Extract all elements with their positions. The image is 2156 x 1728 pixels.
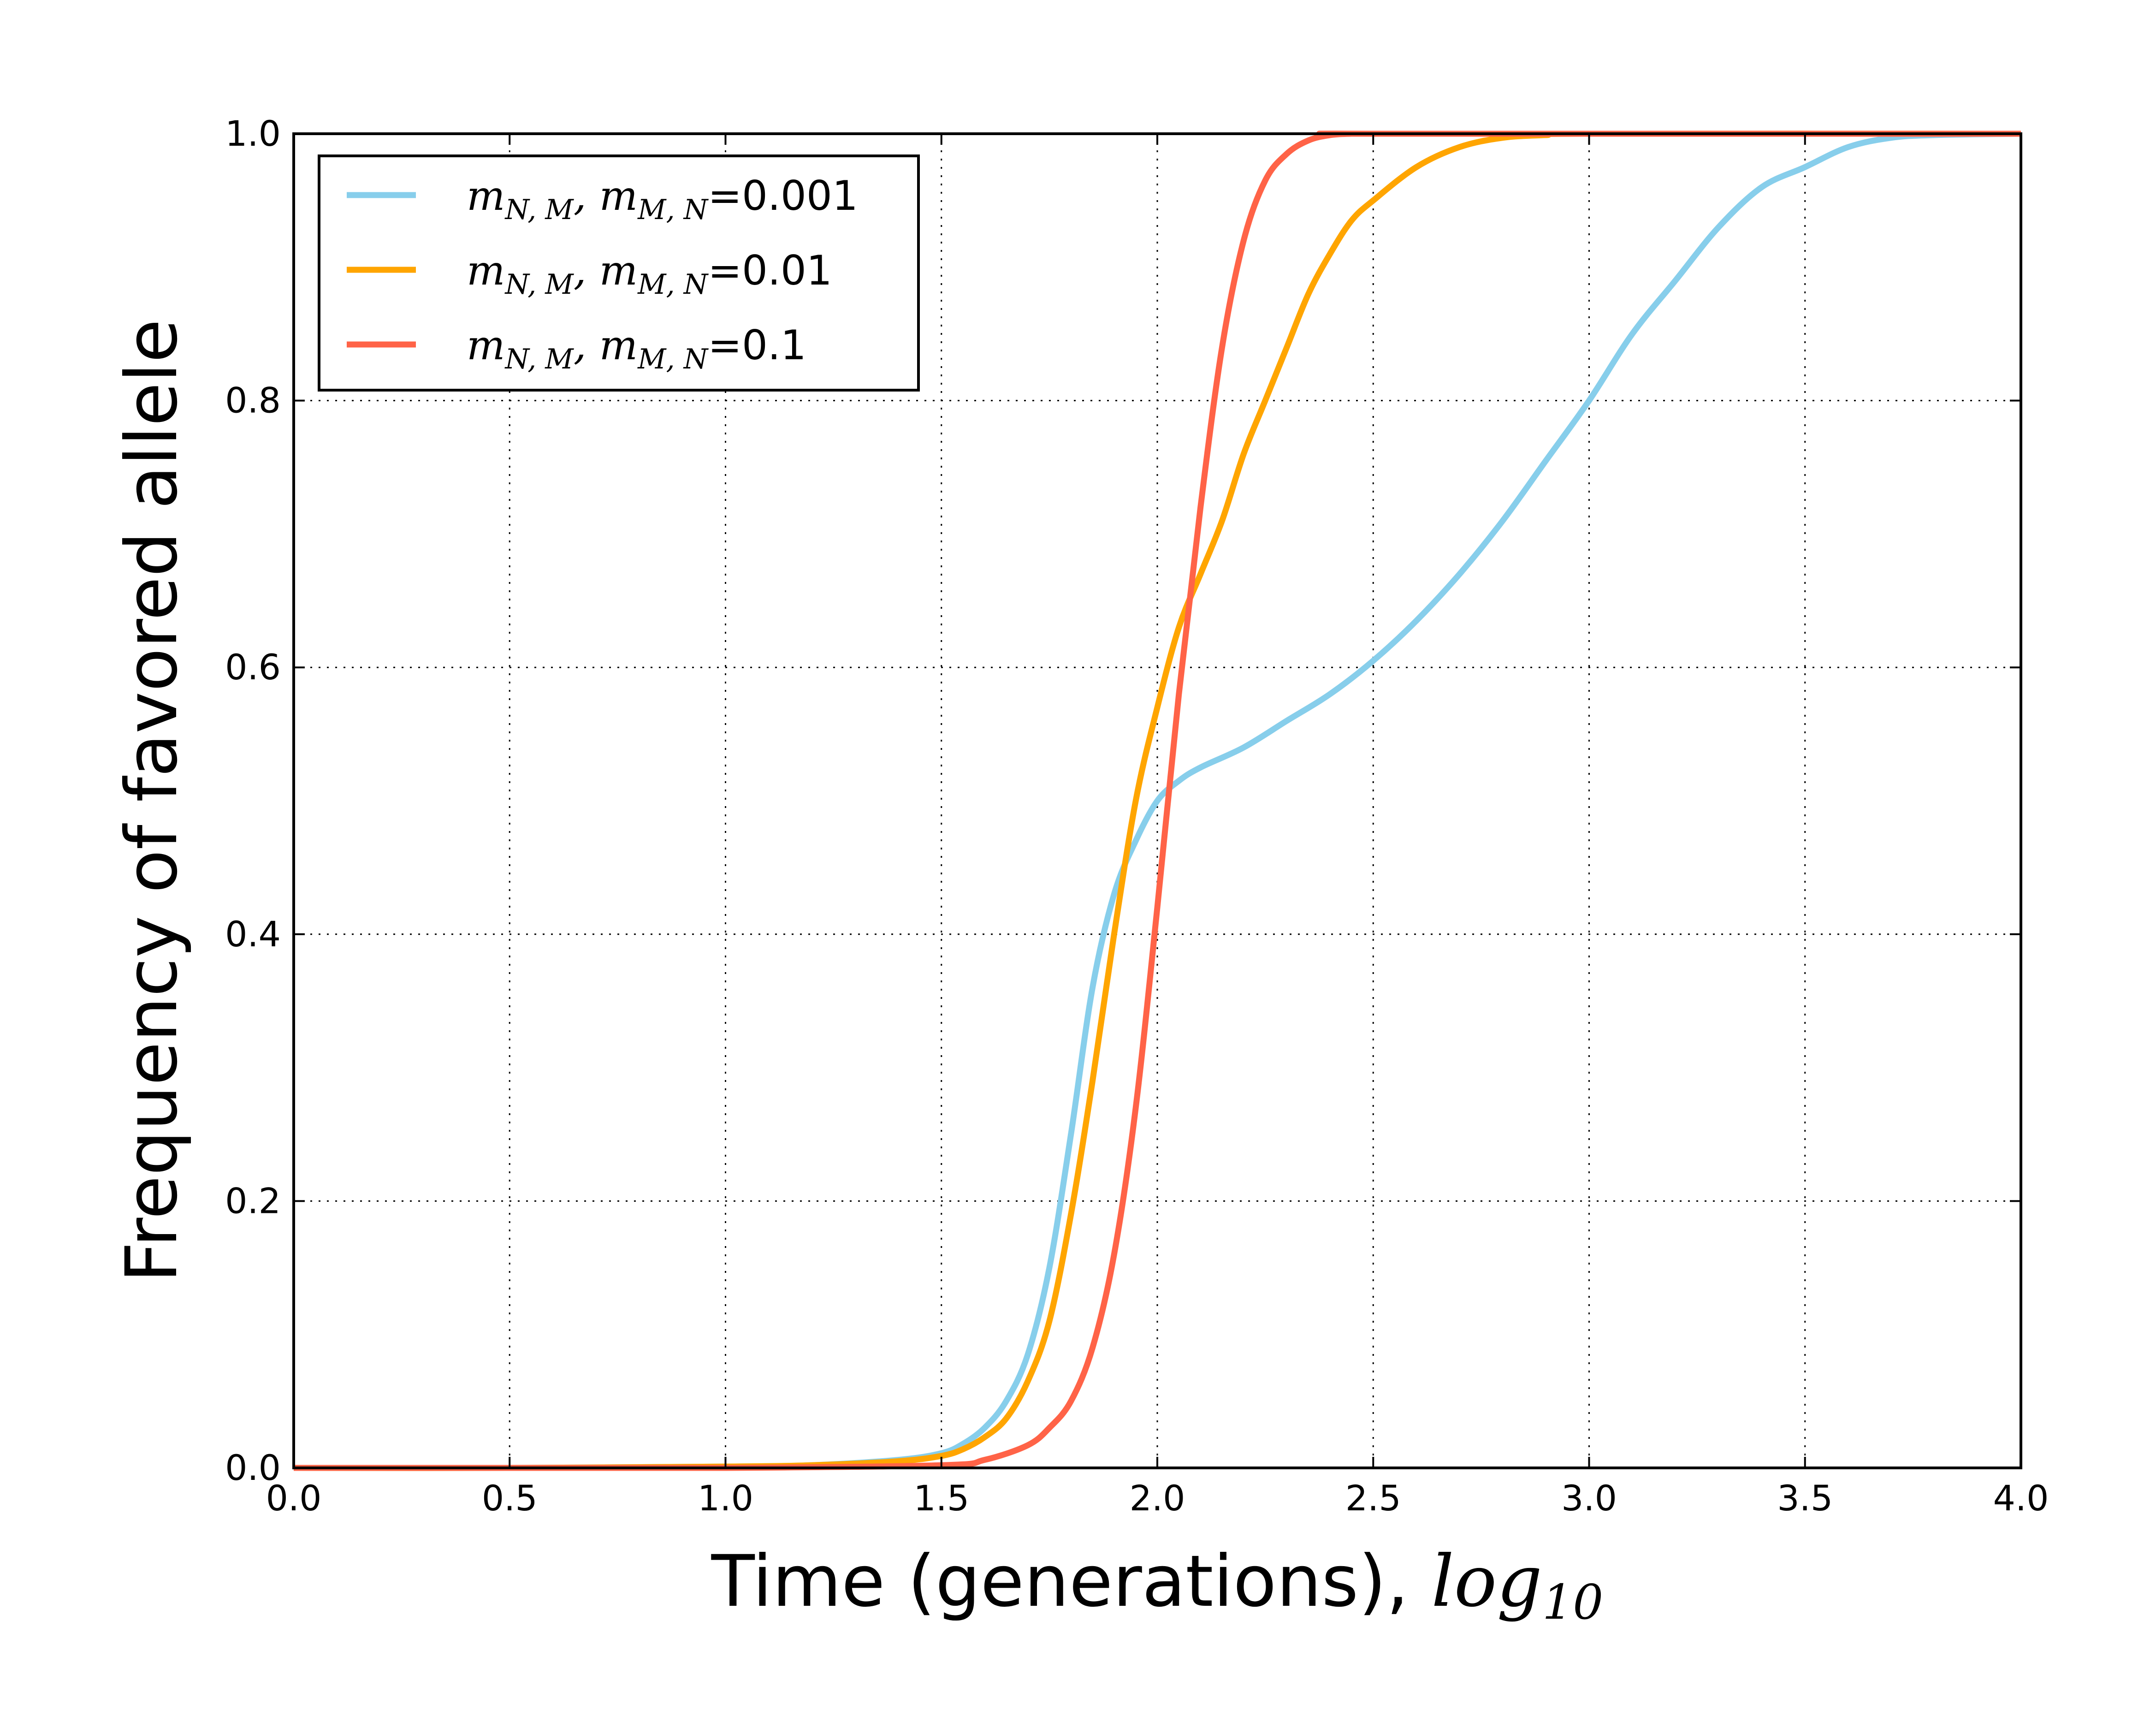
legend-math-subscript: N, M [504,194,574,226]
series-line-2 [293,131,2021,1471]
x-tick-label: 3.0 [1561,1478,1617,1519]
x-axis-title-math-subscript: 10 [1542,1574,1603,1630]
legend-math-equals: = [708,247,742,294]
y-tick-label: 0.2 [225,1180,281,1221]
y-tick-label: 1.0 [225,113,281,154]
x-axis-title-math: log [1431,1540,1542,1623]
legend-math-m: m [599,247,638,294]
legend-math-m: m [599,172,638,220]
legend-math-separator: , [574,172,599,220]
legend-math-subscript: N, M [504,343,574,375]
legend-math-subscript: N, M [504,268,574,301]
legend-label-1: mN, M, mM, N=0.001 [467,172,858,226]
y-tick-label: 0.8 [225,380,281,421]
y-axis-title: Frequency of favored allele [111,319,193,1283]
x-tick-label: 4.0 [1993,1478,2049,1519]
legend-math-subscript: M, N [637,343,709,375]
x-tick-label: 2.5 [1345,1478,1401,1519]
x-tick-label: 0.5 [482,1478,538,1519]
legend-value: 0.001 [742,172,858,220]
x-tick-label: 2.0 [1130,1478,1185,1519]
legend-math-m: m [467,321,505,369]
axis-ticks: 0.0 0.5 1.0 1.5 2.0 2.5 3.0 3.5 4.0 0.0 0.2 0.4 0.6 0… [225,113,2049,1519]
legend-math-equals: = [708,321,742,369]
legend-frame [318,154,920,392]
y-tick-label: 0.0 [225,1447,281,1488]
legend-math-m: m [467,172,505,220]
legend-math-subscript: M, N [637,194,709,226]
x-tick-label: 0.0 [266,1478,322,1519]
legend-math-separator: , [574,321,599,369]
x-axis-title: Time (generations), log10 [711,1540,1604,1630]
legend-label-2: mN, M, mM, N=0.01 [467,247,832,301]
legend-math-equals: = [708,172,742,220]
legend-math-separator: , [574,247,599,294]
y-tick-label: 0.6 [225,647,281,688]
x-tick-label: 1.5 [913,1478,969,1519]
y-tick-label: 0.4 [225,914,281,955]
x-tick-label: 1.0 [698,1478,753,1519]
legend-math-subscript: M, N [637,268,709,301]
legend-value: 0.01 [742,247,832,294]
legend-math-m: m [467,247,505,294]
x-tick-label: 3.5 [1777,1478,1833,1519]
legend-math-m: m [599,321,638,369]
legend-label-3: mN, M, mM, N=0.1 [467,321,806,375]
legend-value: 0.1 [742,321,806,369]
x-axis-title-text: Time (generations), [711,1540,1432,1623]
